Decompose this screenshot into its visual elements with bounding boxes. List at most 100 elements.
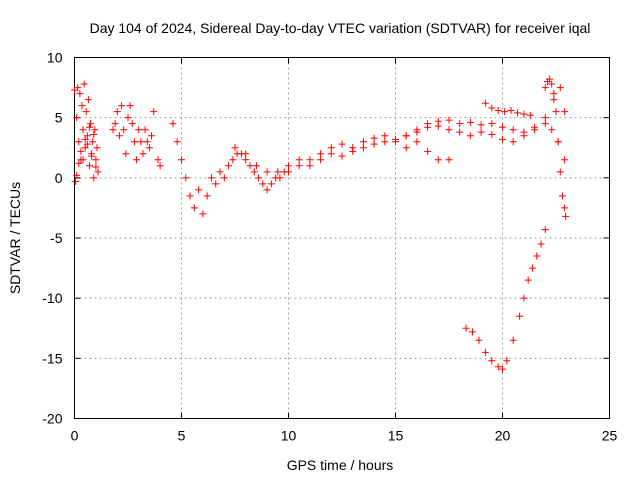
data-point: [78, 102, 86, 110]
data-point: [73, 114, 81, 122]
data-point: [501, 108, 509, 116]
data-point: [434, 156, 442, 164]
data-point: [317, 150, 325, 158]
data-point: [139, 150, 147, 158]
data-point: [528, 264, 536, 272]
data-point: [413, 126, 421, 134]
data-point: [79, 156, 87, 164]
data-point: [488, 357, 496, 365]
data-point: [520, 294, 528, 302]
data-point: [513, 109, 521, 117]
data-point: [75, 138, 83, 146]
data-point: [402, 132, 410, 140]
data-point: [124, 114, 132, 122]
data-point: [520, 128, 528, 136]
data-point: [295, 156, 303, 164]
series-main-arc: [169, 120, 569, 218]
data-point: [481, 99, 489, 107]
data-point: [250, 168, 258, 176]
data-point: [466, 118, 474, 126]
data-point: [520, 110, 528, 118]
data-point: [225, 162, 233, 170]
data-point: [541, 114, 549, 122]
series-late-upper: [481, 99, 534, 119]
data-point: [550, 90, 558, 98]
data-point: [186, 192, 194, 200]
data-point: [79, 126, 87, 134]
data-point: [76, 90, 84, 98]
y-tick-label: 0: [55, 170, 63, 186]
data-point: [109, 126, 117, 134]
x-axis-label: GPS time / hours: [287, 457, 394, 473]
data-point: [526, 111, 534, 119]
data-point: [115, 132, 123, 140]
data-point: [87, 120, 95, 128]
data-point: [92, 163, 100, 171]
data-point: [88, 152, 96, 160]
y-tick-label: -5: [50, 230, 63, 246]
data-point: [295, 162, 303, 170]
data-point: [338, 140, 346, 148]
chart-title: Day 104 of 2024, Sidereal Day-to-day VTE…: [90, 20, 591, 36]
data-point: [541, 120, 549, 128]
data-point: [111, 120, 119, 128]
y-tick-label: -10: [42, 290, 62, 306]
data-point: [199, 210, 207, 218]
data-point: [533, 252, 541, 260]
data-point: [509, 336, 517, 344]
data-point: [381, 138, 389, 146]
data-point: [242, 150, 250, 158]
series-late-right: [541, 75, 570, 220]
data-point: [434, 117, 442, 125]
data-point: [359, 138, 367, 146]
ticks: 0 5 10 15 20 25 -20 -15 -10 -5 0 5 10: [42, 50, 617, 444]
data-point: [274, 168, 282, 176]
data-point: [548, 80, 556, 88]
data-point: [77, 147, 85, 155]
data-point: [456, 120, 464, 128]
data-point: [73, 171, 81, 179]
data-point: [182, 174, 190, 182]
data-point: [338, 152, 346, 160]
data-point: [285, 162, 292, 170]
data-point: [402, 144, 410, 152]
data-point: [488, 104, 496, 112]
data-point: [445, 156, 453, 164]
data-point: [541, 226, 549, 234]
data-point: [541, 84, 549, 92]
data-point: [84, 96, 92, 104]
data-point: [562, 212, 570, 220]
data-point: [80, 80, 88, 88]
data-point: [229, 156, 237, 164]
data-point: [91, 126, 99, 134]
data-point: [550, 96, 558, 104]
data-point: [178, 156, 185, 164]
data-point: [494, 363, 502, 371]
data-point: [509, 138, 517, 146]
data-point: [531, 123, 539, 131]
data-point: [92, 156, 100, 164]
data-point: [81, 144, 89, 152]
data-point: [130, 138, 138, 146]
data-point: [90, 131, 98, 139]
data-point: [445, 126, 453, 134]
data-point: [220, 174, 228, 182]
data-point: [246, 162, 254, 170]
y-tick-label: -15: [42, 350, 62, 366]
data-point: [173, 138, 181, 146]
data-point: [154, 156, 162, 164]
data-point: [469, 328, 477, 336]
data-point: [150, 108, 158, 116]
data-point: [306, 156, 314, 164]
data-point: [135, 126, 143, 134]
data-point: [137, 138, 145, 146]
data-markers: [71, 75, 570, 373]
series-cluster-1: [109, 102, 164, 170]
data-point: [381, 132, 389, 140]
data-point: [94, 168, 102, 176]
data-point: [349, 144, 357, 152]
data-point: [145, 144, 153, 152]
data-point: [252, 162, 260, 170]
data-point: [113, 108, 121, 116]
data-point: [263, 168, 271, 176]
